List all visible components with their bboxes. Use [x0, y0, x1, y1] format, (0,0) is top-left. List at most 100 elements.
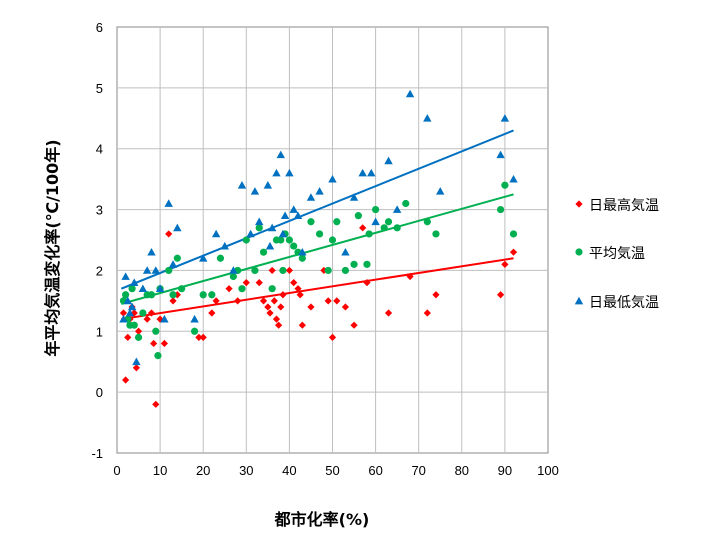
data-point: [365, 230, 373, 238]
data-point: [268, 285, 276, 293]
data-point: [160, 339, 169, 348]
data-point: [294, 285, 302, 293]
data-point: [315, 187, 324, 195]
data-point: [251, 266, 259, 275]
data-point: [278, 229, 288, 238]
data-point: [298, 247, 307, 256]
data-point: [211, 229, 221, 238]
data-point: [124, 333, 132, 341]
data-point: [208, 309, 216, 317]
x-tick-label: 50: [325, 463, 339, 478]
data-point: [298, 321, 306, 329]
data-point: [190, 327, 199, 335]
data-point: [363, 279, 371, 287]
data-point: [509, 174, 518, 183]
data-point: [119, 309, 128, 317]
data-point: [199, 333, 207, 341]
data-point: [315, 230, 324, 238]
data-point: [220, 241, 229, 250]
x-tick-label: 10: [153, 463, 167, 478]
x-tick-label: 30: [239, 463, 253, 478]
data-point: [509, 230, 518, 238]
y-tick-label: -1: [91, 446, 103, 461]
data-point: [242, 279, 250, 287]
data-point: [275, 321, 283, 329]
data-point: [280, 211, 290, 220]
series-1-trend-line: [121, 257, 514, 321]
data-point: [208, 291, 216, 299]
data-point: [237, 181, 247, 189]
data-point: [199, 254, 208, 262]
data-point: [359, 224, 367, 232]
data-point: [276, 150, 285, 159]
data-point: [333, 297, 341, 305]
y-tick-label: 4: [96, 142, 103, 157]
data-point: [147, 309, 156, 317]
data-point: [165, 266, 173, 275]
data-point: [501, 260, 509, 268]
data-point: [266, 309, 274, 317]
y-tick-label: 6: [96, 20, 103, 35]
data-point: [501, 181, 509, 189]
data-point: [155, 284, 165, 293]
data-point: [169, 291, 177, 299]
data-point: [130, 278, 139, 286]
series-2-points: [119, 181, 518, 360]
data-point: [333, 218, 341, 226]
data-point: [142, 266, 152, 274]
data-point: [127, 302, 137, 311]
data-point: [500, 114, 510, 122]
data-point: [436, 187, 445, 195]
data-point: [432, 291, 440, 299]
data-point: [132, 357, 141, 366]
data-point: [423, 309, 431, 317]
data-point: [134, 327, 143, 335]
x-tick-label: 90: [498, 463, 512, 478]
data-point: [423, 114, 432, 122]
data-point: [328, 236, 337, 244]
data-point: [246, 229, 255, 238]
data-point: [496, 150, 505, 159]
data-point: [199, 291, 207, 299]
data-point: [147, 247, 156, 256]
x-tick-label: 0: [113, 463, 120, 478]
data-point: [306, 193, 316, 201]
data-point: [392, 205, 402, 213]
data-point: [122, 291, 130, 299]
y-tick-label: 5: [96, 81, 103, 96]
data-point: [277, 236, 285, 244]
data-point: [279, 266, 287, 275]
gridlines: [117, 27, 548, 453]
data-point: [255, 224, 263, 232]
data-point: [277, 303, 285, 311]
data-point: [341, 266, 350, 275]
data-point: [384, 156, 393, 165]
data-point: [152, 400, 160, 408]
data-point: [238, 285, 246, 293]
data-point: [298, 254, 306, 262]
y-tick-label: 1: [96, 324, 103, 339]
data-point: [372, 205, 380, 214]
data-point: [349, 193, 359, 201]
data-point: [402, 199, 410, 208]
data-point: [250, 187, 260, 195]
data-point: [173, 223, 182, 232]
data-point: [165, 230, 173, 238]
data-point: [143, 315, 151, 323]
data-point: [264, 303, 272, 311]
data-point: [263, 181, 273, 189]
legend-marker: [575, 248, 583, 256]
data-point: [324, 297, 332, 305]
data-point: [354, 212, 362, 220]
x-tick-label: 40: [282, 463, 296, 478]
data-point: [350, 260, 358, 268]
data-point: [358, 168, 367, 177]
data-point: [272, 315, 281, 323]
data-point: [350, 321, 358, 329]
data-point: [496, 291, 505, 299]
data-point: [285, 236, 293, 244]
data-point: [125, 308, 135, 317]
y-axis-title: 年平均気温変化率(℃/100年): [43, 139, 62, 356]
data-point: [151, 266, 160, 274]
